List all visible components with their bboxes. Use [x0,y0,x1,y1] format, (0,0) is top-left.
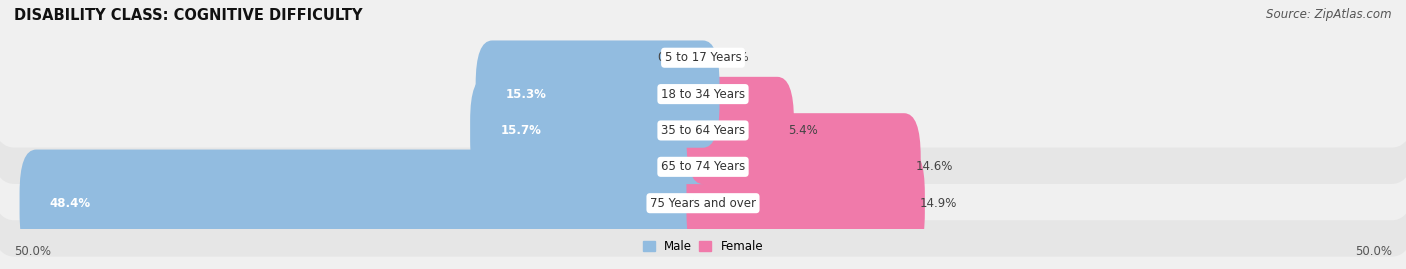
FancyBboxPatch shape [0,41,1406,220]
Legend: Male, Female: Male, Female [638,236,768,258]
FancyBboxPatch shape [0,0,1406,148]
FancyBboxPatch shape [470,77,720,184]
Text: 0.0%: 0.0% [657,160,686,173]
Text: 14.9%: 14.9% [920,197,956,210]
FancyBboxPatch shape [0,4,1406,184]
FancyBboxPatch shape [686,113,921,221]
Text: 14.6%: 14.6% [915,160,953,173]
Text: 0.0%: 0.0% [657,51,686,64]
Text: 50.0%: 50.0% [14,245,51,258]
Text: 18 to 34 Years: 18 to 34 Years [661,88,745,101]
Text: 5 to 17 Years: 5 to 17 Years [665,51,741,64]
Text: 35 to 64 Years: 35 to 64 Years [661,124,745,137]
FancyBboxPatch shape [0,113,1406,269]
Text: 0.0%: 0.0% [720,88,749,101]
Text: 48.4%: 48.4% [49,197,91,210]
Text: 75 Years and over: 75 Years and over [650,197,756,210]
FancyBboxPatch shape [0,77,1406,257]
Text: Source: ZipAtlas.com: Source: ZipAtlas.com [1267,8,1392,21]
Text: 0.0%: 0.0% [720,51,749,64]
Text: 15.3%: 15.3% [506,88,547,101]
Text: 5.4%: 5.4% [789,124,818,137]
Text: 15.7%: 15.7% [501,124,541,137]
FancyBboxPatch shape [686,150,925,257]
FancyBboxPatch shape [686,77,794,184]
Text: DISABILITY CLASS: COGNITIVE DIFFICULTY: DISABILITY CLASS: COGNITIVE DIFFICULTY [14,8,363,23]
Text: 65 to 74 Years: 65 to 74 Years [661,160,745,173]
FancyBboxPatch shape [475,40,720,148]
FancyBboxPatch shape [20,150,720,257]
Text: 50.0%: 50.0% [1355,245,1392,258]
